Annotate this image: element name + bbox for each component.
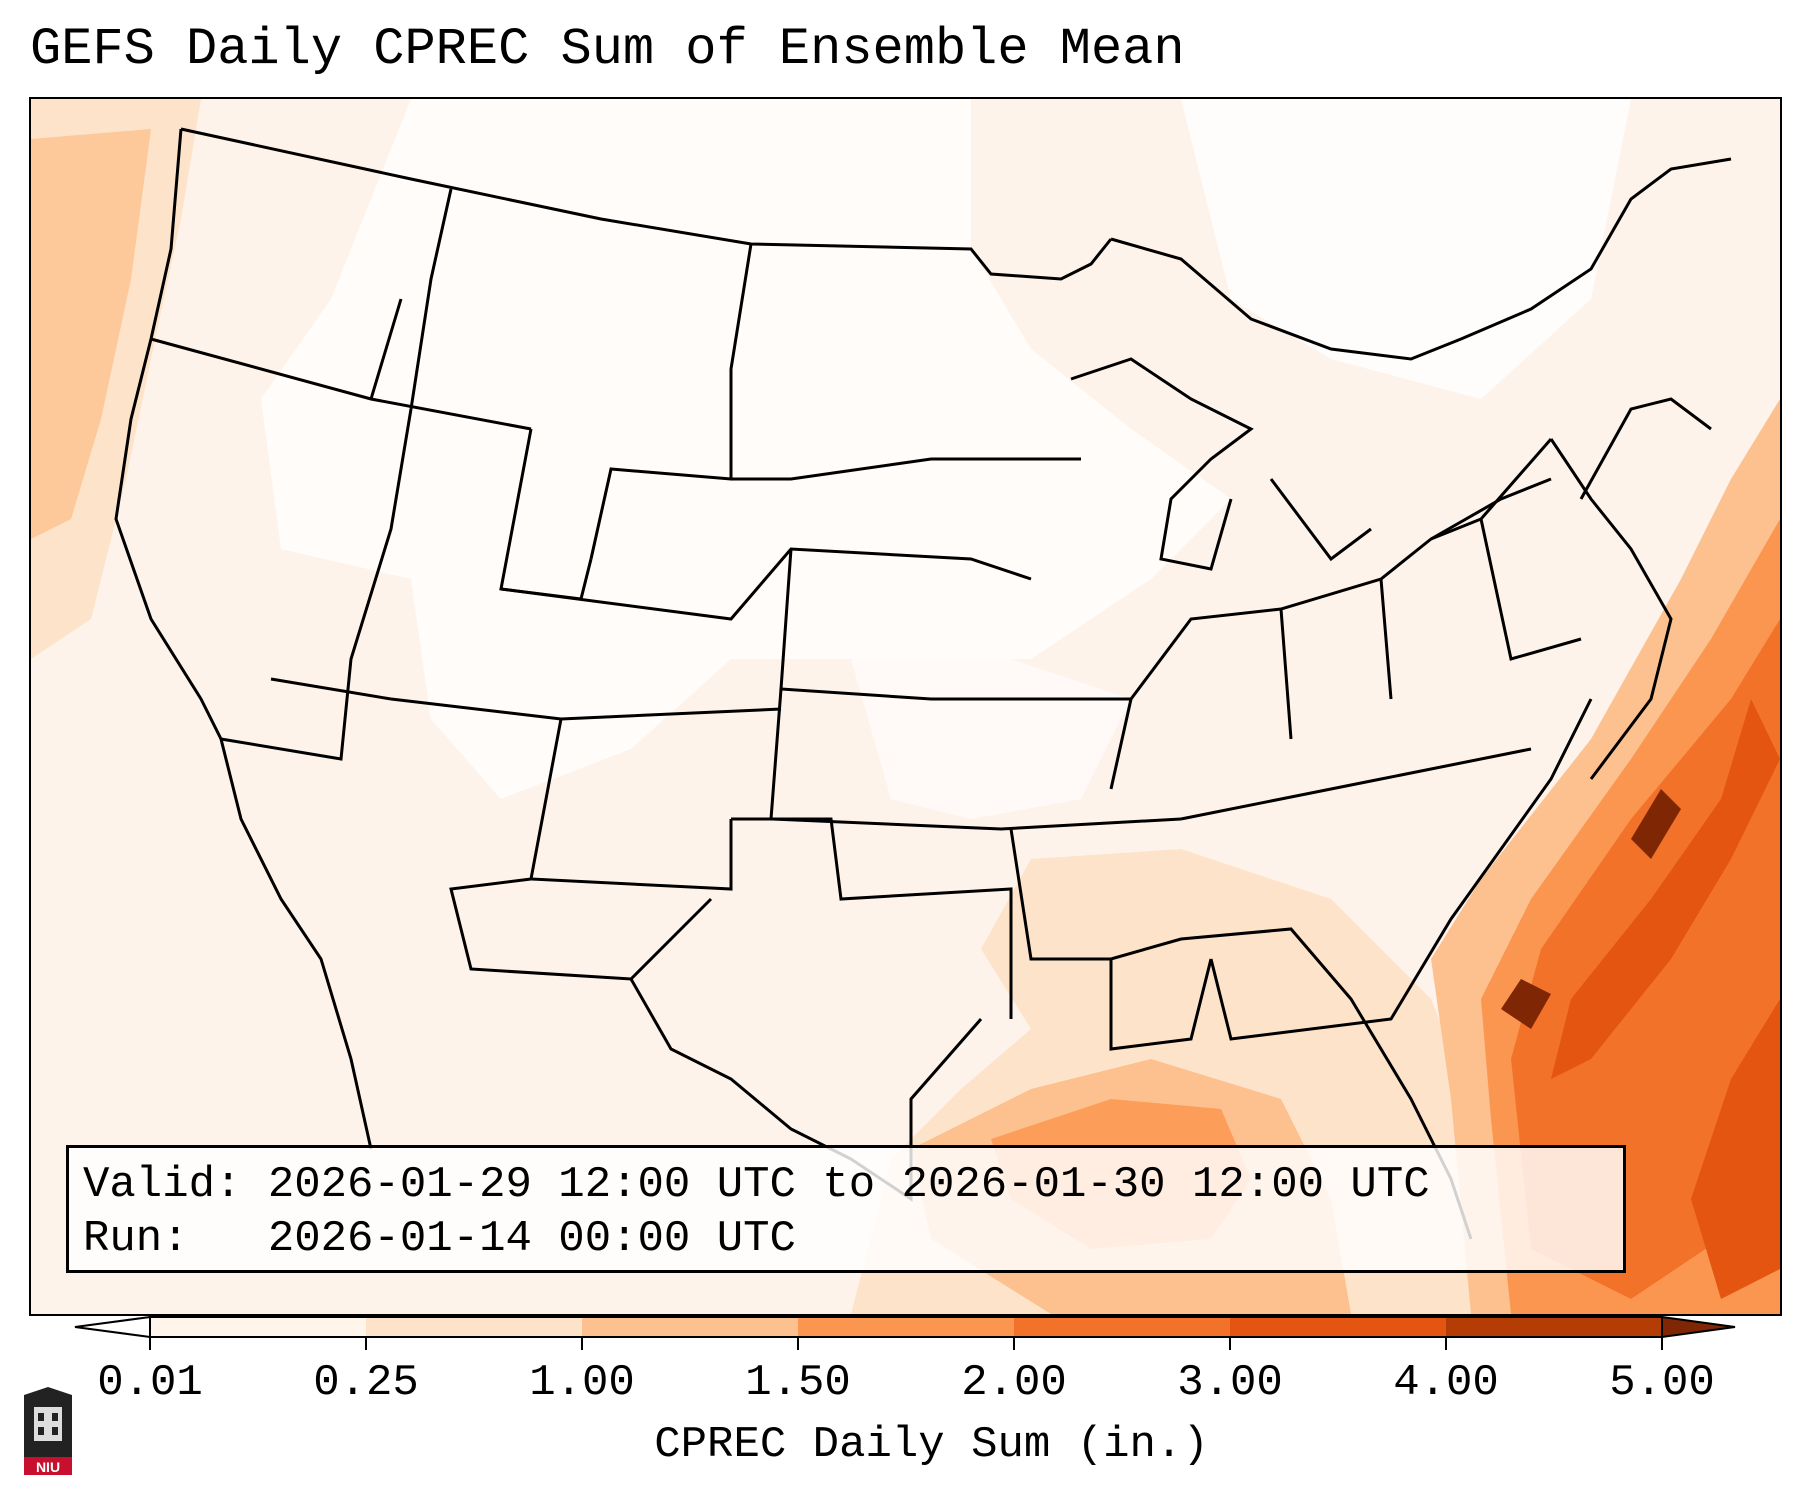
valid-label: Valid: — [83, 1160, 242, 1210]
colorbar-segment — [1014, 1317, 1231, 1337]
colorbar-tick-label: 3.00 — [1177, 1358, 1283, 1408]
colorbar-tick-label: 1.50 — [745, 1358, 851, 1408]
precip-map — [31, 99, 1780, 1314]
colorbar-segment — [798, 1317, 1015, 1337]
colorbar-tick-label: 0.25 — [313, 1358, 419, 1408]
colorbar-segment — [366, 1317, 583, 1337]
colorbar-segment — [1230, 1317, 1447, 1337]
colorbar-over-arrow — [1661, 1315, 1736, 1339]
colorbar-under-arrow — [74, 1315, 151, 1339]
colorbar-tick-label: 4.00 — [1393, 1358, 1499, 1408]
colorbar-segment — [1446, 1317, 1663, 1337]
map-title: GEFS Daily CPREC Sum of Ensemble Mean — [30, 20, 1185, 79]
niu-logo-icon: NIU — [24, 1387, 72, 1475]
colorbar-tick-label: 1.00 — [529, 1358, 635, 1408]
colorbar-tick-label: 2.00 — [961, 1358, 1067, 1408]
colorbar-tick-label: 5.00 — [1609, 1358, 1715, 1408]
colorbar-tick-label: 0.01 — [97, 1358, 203, 1408]
valid-value: 2026-01-29 12:00 UTC to 2026-01-30 12:00… — [267, 1160, 1430, 1210]
run-label: Run: — [83, 1214, 189, 1264]
run-value: 2026-01-14 00:00 UTC — [267, 1214, 796, 1264]
map-panel — [29, 97, 1782, 1316]
dry-areas — [261, 99, 1631, 819]
borders — [114, 127, 1732, 1240]
info-box: Valid: 2026-01-29 12:00 UTC to 2026-01-3… — [66, 1145, 1626, 1273]
colorbar-segment — [150, 1317, 367, 1337]
colorbar-segment — [582, 1317, 799, 1337]
logo-text: NIU — [36, 1459, 60, 1475]
colorbar — [74, 1315, 1736, 1350]
colorbar-label: CPREC Daily Sum (in.) — [654, 1420, 1209, 1470]
colorbar-segments — [150, 1317, 1663, 1337]
